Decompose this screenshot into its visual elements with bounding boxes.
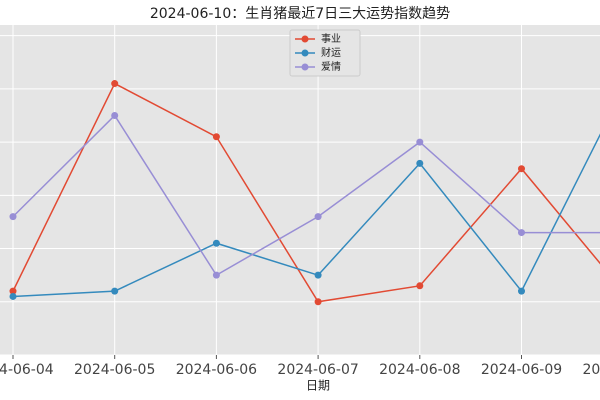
legend-marker [301, 63, 309, 71]
legend-marker [301, 49, 309, 57]
point [314, 271, 322, 279]
legend-label: 事业 [321, 32, 341, 45]
x-tick-label: 2024-06-04 [0, 362, 54, 378]
point [518, 165, 525, 173]
legend-marker [301, 35, 309, 43]
x-tick-label: 2024-06-07 [277, 362, 358, 378]
legend-label: 爱情 [321, 60, 341, 73]
point [518, 229, 525, 237]
point [111, 80, 119, 88]
plot-background [0, 25, 600, 355]
point [9, 287, 17, 295]
x-axis-label: 日期 [306, 379, 330, 393]
point [212, 239, 220, 247]
point [111, 111, 119, 119]
point [416, 282, 424, 290]
x-tick-label: 2024-06-08 [379, 362, 460, 378]
point [416, 159, 424, 167]
point [314, 213, 322, 221]
x-tick-label: 2024-06-05 [74, 362, 155, 378]
point [518, 287, 525, 295]
point [111, 287, 119, 295]
legend-box [289, 29, 361, 77]
chart-title: 2024-06-10：生肖猪最近7日三大运势指数趋势 [150, 6, 450, 22]
x-tick-label: 2024-06-10 [583, 362, 600, 378]
point [416, 138, 424, 146]
point [9, 213, 17, 221]
point [314, 298, 322, 306]
x-tick-label: 2024-06-09 [481, 362, 562, 378]
point [212, 133, 220, 141]
point [9, 292, 17, 300]
point [212, 271, 220, 279]
legend-label: 财运 [321, 46, 341, 59]
x-tick-label: 2024-06-06 [176, 362, 257, 378]
